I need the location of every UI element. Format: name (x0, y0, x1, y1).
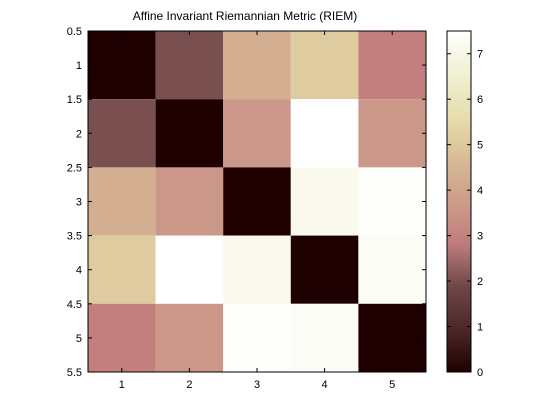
x-tick-label: 3 (254, 379, 260, 391)
y-tick-label: 3 (76, 197, 82, 209)
heatmap-cell-r5-c3 (223, 303, 291, 372)
heatmap-cell-r4-c2 (155, 235, 224, 304)
colorbar-tick-label: 2 (477, 276, 483, 288)
x-tick-label: 5 (389, 379, 395, 391)
y-tick-label: 2.5 (67, 162, 82, 174)
y-tick-label: 1.5 (67, 94, 82, 106)
chart-title: Affine Invariant Riemannian Metric (RIEM… (133, 9, 358, 23)
heatmap-cell-r3-c4 (290, 167, 359, 236)
heatmap-cell-r3-c1 (88, 167, 156, 236)
heatmap-cell-r2-c5 (358, 99, 426, 168)
x-tick-label: 1 (119, 379, 125, 391)
y-tick-label: 5 (76, 333, 82, 345)
colorbar-tick-label: 4 (477, 185, 483, 197)
heatmap-cell-r1-c4 (290, 31, 359, 100)
heatmap-cell-r1-c3 (223, 31, 291, 100)
heatmap-cell-r2-c1 (88, 99, 156, 168)
heatmap-cell-r3-c5 (358, 167, 426, 236)
heatmap-cell-r3-c3 (223, 167, 291, 236)
heatmap-cells (88, 31, 426, 372)
heatmap-cell-r5-c4 (290, 303, 359, 372)
heatmap-cell-r4-c1 (88, 235, 156, 304)
y-tick-label: 3.5 (67, 231, 82, 243)
heatmap-cell-r4-c4 (290, 235, 359, 304)
heatmap-cell-r1-c1 (88, 31, 156, 100)
y-tick-label: 4 (76, 265, 82, 277)
heatmap-cell-r2-c3 (223, 99, 291, 168)
heatmap-cell-r1-c2 (155, 31, 224, 100)
heatmap-cell-r4-c5 (358, 235, 426, 304)
heatmap-cell-r1-c5 (358, 31, 426, 100)
heatmap-cell-r5-c2 (155, 303, 224, 372)
y-tick-label: 1 (76, 60, 82, 72)
y-tick-label: 2 (76, 128, 82, 140)
y-tick-label: 4.5 (67, 299, 82, 311)
colorbar-scale (446, 30, 472, 373)
heatmap-cell-r4-c3 (223, 235, 291, 304)
colorbar-tick-label: 6 (477, 94, 483, 106)
colorbar-tick-label: 1 (477, 322, 483, 334)
colorbar-tick-label: 3 (477, 231, 483, 243)
y-tick-label: 5.5 (67, 367, 82, 379)
heatmap-cell-r2-c4 (290, 99, 359, 168)
y-axis: 0.5 1 1.5 2 2.5 3 3.5 4 4.5 5 5.5 (67, 26, 426, 379)
heatmap-cell-r5-c5 (358, 303, 426, 372)
x-axis: 1 2 3 4 5 (119, 31, 395, 391)
colorbar-tick-label: 5 (477, 140, 483, 152)
colorbar-tick-label: 7 (477, 49, 483, 61)
colorbar: 0 1 2 3 4 5 6 7 (446, 30, 483, 379)
heatmap-cell-r3-c2 (155, 167, 224, 236)
y-tick-label: 0.5 (67, 26, 82, 38)
x-tick-label: 4 (322, 379, 328, 391)
heatmap-cell-r2-c2 (155, 99, 224, 168)
colorbar-tick-label: 0 (477, 367, 483, 379)
x-tick-label: 2 (186, 379, 192, 391)
heatmap-cell-r5-c1 (88, 303, 156, 372)
